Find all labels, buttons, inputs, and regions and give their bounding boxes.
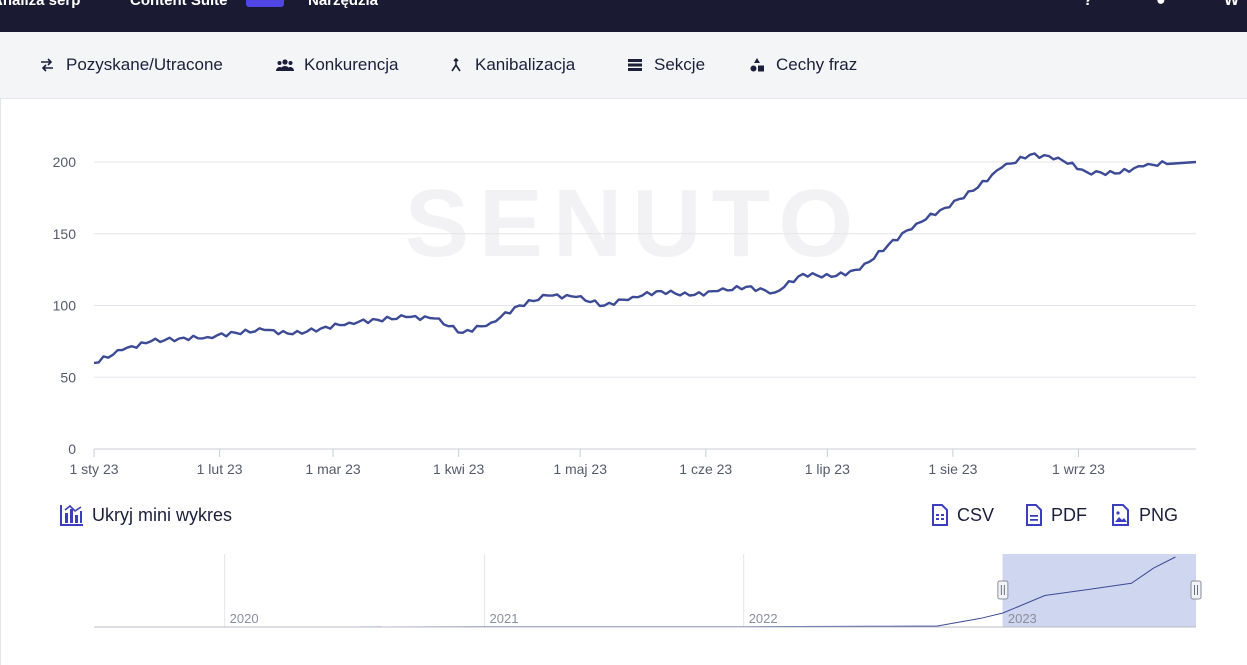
y-tick-label: 50	[60, 369, 76, 385]
chart-panel: SENUTO 0 50 100 150 200 1 sty 23 1 lut 23 1 ma…	[0, 99, 1247, 665]
navigator-year-label: 2021	[490, 611, 519, 626]
nav-item-serp[interactable]: Analiza serp	[0, 0, 81, 9]
bar-chart-icon	[60, 504, 84, 526]
pdf-label: PDF	[1051, 504, 1087, 525]
tab-sections[interactable]: Sekcje	[626, 32, 705, 98]
settings-icon[interactable]: ●	[1156, 0, 1166, 9]
export-csv-button[interactable]: CSV	[931, 504, 994, 526]
y-tick-label: 200	[53, 154, 77, 170]
shapes-icon	[748, 56, 766, 74]
navigator-year-label: 2020	[230, 611, 259, 626]
help-icon[interactable]: ?	[1083, 0, 1093, 9]
navigator-year-label: 2022	[749, 611, 778, 626]
tab-competition[interactable]: Konkurencja	[276, 32, 399, 98]
pdf-file-icon	[1025, 504, 1043, 526]
x-tick-label: 1 sie 23	[928, 461, 977, 477]
y-tick-label: 150	[53, 226, 77, 242]
x-tick-label: 1 lip 23	[805, 461, 850, 477]
navigator-mini-chart[interactable]: 2020 2021 2022 2023	[1, 551, 1247, 661]
x-tick-label: 1 kwi 23	[433, 461, 485, 477]
senuto-watermark: SENUTO	[405, 170, 863, 277]
nav-item-content-suite[interactable]: Content Suite	[130, 0, 228, 9]
handle-grip[interactable]	[1190, 580, 1202, 600]
users-icon	[276, 56, 294, 74]
tab-gained-lost[interactable]: Pozyskane/Utracone	[38, 32, 223, 98]
hide-mini-chart-label: Ukryj mini wykres	[92, 504, 233, 525]
tab-label: Pozyskane/Utracone	[66, 55, 223, 74]
sections-icon	[626, 56, 644, 74]
csv-file-icon	[931, 504, 949, 526]
analysis-tabs: Pozyskane/Utracone Konkurencja Kanibaliz…	[0, 32, 1247, 99]
x-tick-label: 1 sty 23	[69, 461, 118, 477]
navigator-handle-right[interactable]	[1190, 580, 1202, 600]
swap-arrows-icon	[38, 56, 56, 74]
tab-label: Konkurencja	[304, 55, 399, 74]
export-pdf-button[interactable]: PDF	[1025, 504, 1087, 526]
new-badge	[246, 0, 284, 7]
export-png-button[interactable]: PNG	[1111, 504, 1178, 526]
x-tick-label: 1 maj 23	[553, 461, 607, 477]
png-label: PNG	[1139, 504, 1179, 525]
hide-mini-chart-button[interactable]: Ukryj mini wykres	[60, 504, 232, 526]
user-avatar-icon[interactable]: W	[1224, 0, 1240, 9]
tab-label: Kanibalizacja	[475, 55, 576, 74]
x-tick-label: 1 cze 23	[679, 461, 732, 477]
tab-cannibalization[interactable]: Kanibalizacja	[447, 32, 575, 98]
navigator-year-label: 2023	[1008, 611, 1037, 626]
navigator-handle-left[interactable]	[997, 580, 1009, 600]
y-tick-label: 100	[53, 298, 77, 314]
navigator-selection-range[interactable]	[1002, 554, 1196, 627]
x-tick-label: 1 mar 23	[305, 461, 360, 477]
series-line	[93, 152, 1197, 365]
top-navbar: Analiza serp Content Suite Narzędzia ? ●…	[0, 0, 1247, 32]
x-tick-label: 1 wrz 23	[1052, 461, 1105, 477]
tab-label: Sekcje	[654, 55, 706, 74]
x-tick-label: 1 lut 23	[197, 461, 243, 477]
nav-item-tools[interactable]: Narzędzia	[308, 0, 379, 9]
merge-icon	[447, 56, 465, 74]
image-file-icon	[1111, 504, 1131, 526]
y-tick-label: 0	[68, 441, 76, 457]
main-line-chart[interactable]: SENUTO 0 50 100 150 200 1 sty 23 1 lut 23 1 ma…	[1, 99, 1247, 499]
handle-grip[interactable]	[997, 580, 1009, 600]
tab-label: Cechy fraz	[776, 55, 858, 74]
csv-label: CSV	[957, 504, 995, 525]
tab-phrase-features[interactable]: Cechy fraz	[748, 32, 857, 98]
